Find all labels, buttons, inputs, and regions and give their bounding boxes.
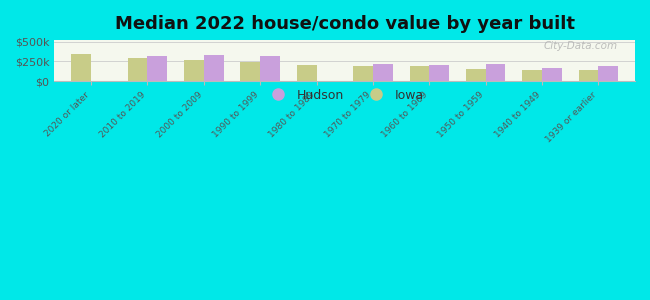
Bar: [486, 64, 505, 81]
Bar: [240, 62, 260, 81]
Bar: [466, 69, 486, 81]
Text: City-Data.com: City-Data.com: [543, 41, 618, 51]
Bar: [148, 56, 167, 81]
Bar: [353, 66, 373, 81]
Bar: [72, 54, 91, 81]
Bar: [542, 68, 562, 81]
Title: Median 2022 house/condo value by year built: Median 2022 house/condo value by year bu…: [115, 15, 575, 33]
Legend: Hudson, Iowa: Hudson, Iowa: [261, 84, 428, 107]
Bar: [297, 65, 317, 81]
Bar: [260, 56, 280, 81]
Bar: [373, 64, 393, 81]
Bar: [523, 70, 542, 81]
Bar: [410, 67, 429, 81]
Bar: [599, 67, 618, 81]
Bar: [128, 58, 148, 81]
Bar: [578, 70, 599, 81]
Bar: [429, 65, 449, 81]
Bar: [204, 55, 224, 81]
Bar: [184, 60, 204, 81]
